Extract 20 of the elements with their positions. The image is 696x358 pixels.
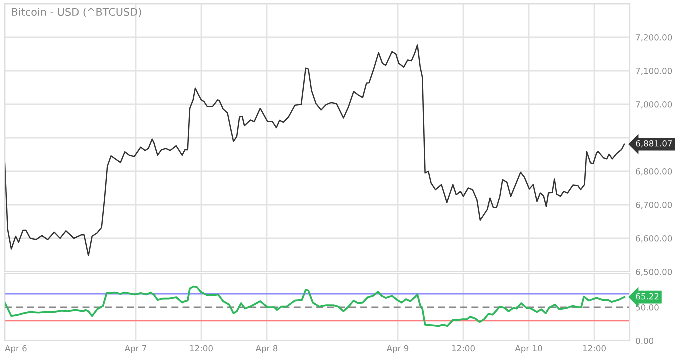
y-tick-label: 6,700.00 [636, 202, 672, 210]
x-tick-label: Apr 7 [124, 345, 146, 354]
x-tick-label: Apr 9 [386, 345, 409, 354]
y-tick-label: 7,000.00 [636, 101, 672, 109]
x-tick-label: Apr 6 [5, 345, 27, 354]
x-tick-label: 12:00 [583, 345, 606, 352]
x-tick-label: Apr 8 [256, 345, 278, 354]
y-tick-label: 6,600.00 [636, 235, 672, 243]
y-tick-label: 7,200.00 [636, 34, 672, 42]
y-tick-label: 50.00 [636, 304, 659, 311]
x-tick-label: 12:00 [190, 345, 213, 352]
x-tick-label: Apr 10 [515, 345, 542, 354]
y-tick-label: 6,800.00 [636, 168, 672, 176]
y-tick-label: 0.00 [636, 338, 654, 344]
annotation: 65.22 [636, 293, 659, 300]
annotation: 6,881.07 [636, 140, 672, 148]
chart-title: Bitcoin - USD (^BTCUSD) [12, 8, 142, 18]
y-tick-label: 7,100.00 [636, 68, 672, 76]
y-tick-label: 6,500.00 [636, 268, 672, 276]
x-tick-label: 12:00 [452, 345, 475, 352]
